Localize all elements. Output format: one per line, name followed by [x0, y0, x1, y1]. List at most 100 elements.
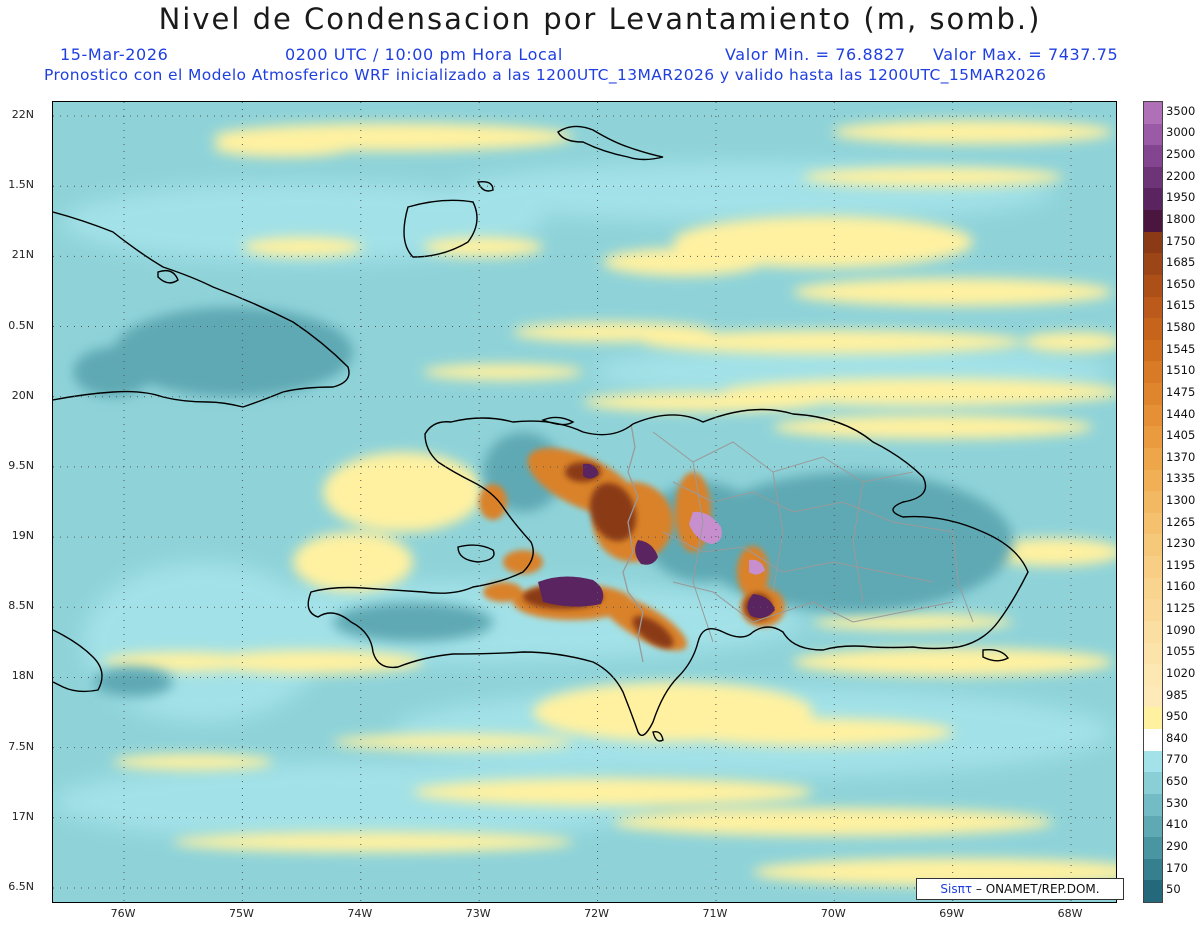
colorbar-label: 2500: [1166, 147, 1196, 162]
colorbar-segment: [1144, 166, 1162, 189]
colorbar-segment: [1144, 361, 1162, 384]
colorbar-segment: [1144, 772, 1162, 795]
forecast-note: Pronostico con el Modelo Atmosferico WRF…: [44, 66, 1047, 84]
credit-box: Sisπτ – ONAMET/REP.DOM.: [916, 878, 1124, 900]
colorbar-segment: [1144, 707, 1162, 730]
province-borders: [652, 431, 974, 643]
gonave-island: [457, 544, 495, 563]
colorbar-segment: [1144, 123, 1162, 146]
colorbar-segment: [1144, 837, 1162, 860]
colorbar-label: 770: [1166, 752, 1188, 767]
coastlines: [53, 125, 1029, 742]
colorbar: [1143, 101, 1163, 903]
graticule: [53, 102, 1116, 902]
forecast-date: 15-Mar-2026: [60, 45, 169, 64]
colorbar-segment: [1144, 642, 1162, 665]
great-inagua-small: [157, 269, 179, 284]
colorbar-label: 3500: [1166, 103, 1196, 118]
colorbar-segment: [1144, 556, 1162, 579]
colorbar-segment: [1144, 188, 1162, 211]
colorbar-segment: [1144, 599, 1162, 622]
jamaica-coast: [53, 629, 103, 693]
beata-island: [652, 730, 664, 742]
sispi-logo: Sisπτ: [940, 882, 973, 896]
colorbar-label: 1230: [1166, 536, 1196, 551]
colorbar-segment: [1144, 210, 1162, 233]
lat-tick-label: 21N: [11, 248, 34, 262]
colorbar-label: 410: [1166, 817, 1188, 832]
colorbar-segment: [1144, 253, 1162, 276]
hispaniola-coast: [307, 408, 1029, 736]
colorbar-label: 1580: [1166, 320, 1196, 335]
colorbar-label: 1475: [1166, 384, 1196, 399]
lcl-field-map: [53, 102, 1116, 902]
lat-tick-label: 17N: [11, 809, 34, 823]
colorbar-segment: [1144, 102, 1162, 125]
colorbar-segment: [1144, 880, 1162, 903]
colorbar-label: 1370: [1166, 449, 1196, 464]
colorbar-segment: [1144, 274, 1162, 298]
colorbar-segment: [1144, 729, 1162, 752]
map-panel: [52, 101, 1117, 903]
lon-tick-label: 72W: [584, 907, 609, 920]
lon-tick-label: 76W: [110, 907, 136, 920]
colorbar-label: 1750: [1166, 233, 1196, 248]
colorbar-label: 1685: [1166, 255, 1196, 270]
forecast-time: 0200 UTC / 10:00 pm Hora Local: [285, 45, 563, 64]
lon-tick-label: 75W: [228, 907, 254, 920]
colorbar-segment: [1144, 383, 1162, 406]
high-lcl-lilac: [689, 511, 765, 575]
colorbar-segment: [1144, 404, 1162, 427]
colorbar-segment: [1144, 750, 1162, 773]
lat-tick-label: 7.5N: [8, 739, 34, 753]
colorbar-label: 1265: [1166, 514, 1196, 529]
colorbar-label: 1510: [1166, 363, 1196, 378]
cuba-coast: [53, 211, 350, 408]
lat-tick-label: 22N: [11, 108, 34, 122]
colorbar-label: 1020: [1166, 665, 1196, 680]
colorbar-label: 3000: [1166, 125, 1196, 140]
lat-tick-label: 9.5N: [8, 458, 34, 472]
lat-tick-label: 6.5N: [8, 879, 34, 893]
colorbar-label: 1160: [1166, 579, 1196, 594]
colorbar-label: 1950: [1166, 190, 1196, 205]
haiti-dr-border: [622, 423, 644, 663]
caicos-islands: [557, 125, 664, 161]
colorbar-segment: [1144, 231, 1162, 254]
colorbar-label: 290: [1166, 838, 1188, 853]
colorbar-label: 650: [1166, 774, 1188, 789]
colorbar-label: 950: [1166, 709, 1188, 724]
colorbar-segment: [1144, 469, 1162, 492]
colorbar-segment: [1144, 577, 1162, 600]
lon-tick-label: 71W: [702, 907, 728, 920]
lat-tick-label: 8.5N: [8, 599, 34, 613]
colorbar-segment: [1144, 793, 1162, 816]
colorbar-label: 530: [1166, 795, 1188, 810]
colorbar-label: 50: [1166, 882, 1181, 897]
map-title: Nivel de Condensacion por Levantamiento …: [158, 2, 1042, 36]
colorbar-segment: [1144, 620, 1162, 644]
colorbar-segment: [1144, 512, 1162, 535]
lon-tick-label: 70W: [820, 907, 846, 920]
yellow-lcl-streaks: [103, 120, 1116, 886]
lat-tick-label: 19N: [11, 529, 34, 543]
min-value: Valor Min. = 76.8827: [725, 45, 906, 64]
colorbar-segment: [1144, 145, 1162, 168]
colorbar-label: 1335: [1166, 471, 1196, 486]
colorbar-segment: [1144, 339, 1162, 362]
lon-tick-label: 74W: [347, 907, 373, 920]
lon-tick-label: 69W: [939, 907, 965, 920]
colorbar-label: 985: [1166, 687, 1188, 702]
lon-tick-label: 68W: [1057, 907, 1083, 920]
colorbar-label: 1090: [1166, 622, 1196, 637]
colorbar-segment: [1144, 426, 1162, 449]
lat-tick-label: 0.5N: [8, 318, 34, 332]
credit-text: – ONAMET/REP.DOM.: [972, 882, 1100, 896]
colorbar-label: 1440: [1166, 406, 1196, 421]
colorbar-label: 1650: [1166, 276, 1196, 291]
tortuga-island: [541, 416, 575, 426]
colorbar-label: 2200: [1166, 168, 1196, 183]
lon-tick-label: 73W: [465, 907, 491, 920]
colorbar-label: 170: [1166, 860, 1188, 875]
colorbar-segment: [1144, 318, 1162, 341]
